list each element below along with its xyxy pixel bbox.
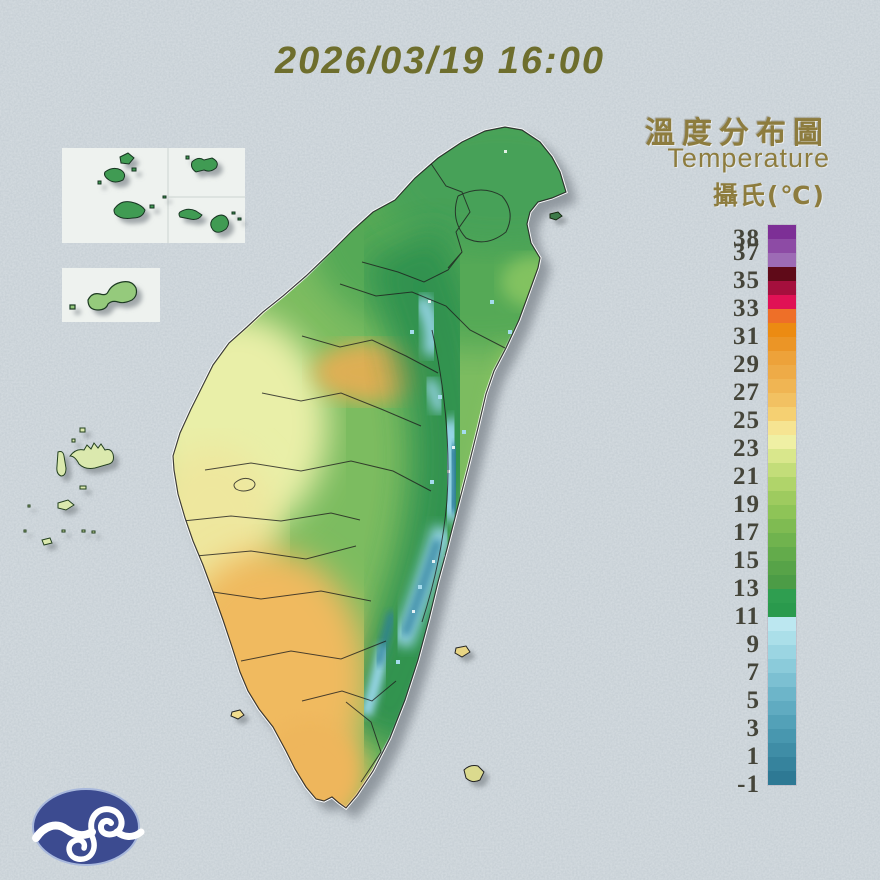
legend-band [768, 337, 796, 351]
legend-band [768, 351, 796, 365]
legend-tick-label: 38 [733, 225, 760, 252]
legend-band [768, 267, 796, 281]
legend-unit-label: 攝氏(℃) [712, 181, 826, 210]
legend-band [768, 323, 796, 337]
legend-tick-label: 3 [746, 715, 760, 742]
legend-band [768, 603, 796, 617]
legend-tick-label: 1 [746, 743, 760, 770]
legend-band [768, 701, 796, 715]
legend-band [768, 463, 796, 477]
legend-tick-label: 17 [733, 519, 760, 546]
cwb-cloud-logo [32, 788, 145, 866]
legend-band [768, 561, 796, 575]
legend-tick-label: 13 [733, 575, 760, 602]
legend-band [768, 617, 796, 631]
legend-band [768, 477, 796, 491]
legend-tick-label: 19 [733, 491, 760, 518]
legend-band [768, 771, 796, 785]
legend-band [768, 687, 796, 701]
legend-band [768, 421, 796, 435]
legend-tick-label: 15 [733, 547, 760, 574]
legend-tick-label: 33 [733, 295, 760, 322]
legend-band [768, 533, 796, 547]
legend-tick-label: -1 [737, 771, 760, 798]
legend-band [768, 505, 796, 519]
legend-band [768, 491, 796, 505]
legend-title-en: Temperature [667, 143, 830, 173]
legend-ticks: 38 37 35 33 31 29 27 25 23 21 19 17 15 13 11 9 7 5 3 1 -1 [686, 225, 760, 798]
legend-band [768, 547, 796, 561]
legend-band [768, 295, 796, 309]
legend-band [768, 729, 796, 743]
county-boundaries [182, 161, 511, 783]
orchid-island [463, 765, 485, 783]
kinmen-island-inset [62, 268, 160, 322]
matsu-islands-inset [62, 148, 245, 243]
legend-band [768, 645, 796, 659]
legend-band [768, 407, 796, 421]
legend-band [768, 673, 796, 687]
legend-band [768, 365, 796, 379]
legend-tick-label: 9 [746, 631, 760, 658]
snow-flecks [412, 150, 507, 613]
legend-band [768, 757, 796, 771]
legend-band [768, 281, 796, 295]
legend-title-zh: 溫度分布圖 [645, 116, 830, 151]
legend-band [768, 379, 796, 393]
legend-band [768, 519, 796, 533]
legend-band [768, 239, 796, 253]
legend-band [768, 225, 796, 239]
legend-band [768, 631, 796, 645]
penghu-islands [23, 427, 114, 546]
legend-tick-label: 25 [733, 407, 760, 434]
legend-tick-label: 27 [733, 379, 760, 406]
legend-tick-label: 35 [733, 267, 760, 294]
legend-band [768, 449, 796, 463]
legend-tick-label: 31 [733, 323, 760, 350]
legend-band [768, 589, 796, 603]
legend-tick-label: 21 [733, 463, 760, 490]
legend-band [768, 743, 796, 757]
map-datetime: 2026/03/19 16:00 [275, 40, 605, 82]
legend-band [768, 309, 796, 323]
legend-tick-label: 7 [746, 659, 760, 686]
legend-tick-label: 11 [734, 603, 760, 630]
coldest-peaks [374, 443, 461, 666]
legend-band [768, 435, 796, 449]
legend-tick-label: 29 [733, 351, 760, 378]
legend-band [768, 659, 796, 673]
legend-band [768, 715, 796, 729]
legend-band [768, 575, 796, 589]
legend-tick-label: 5 [746, 687, 760, 714]
turtle-island [549, 211, 563, 221]
green-island [454, 645, 471, 658]
legend-tick-label: 37 [733, 239, 760, 266]
legend-tick-label: 23 [733, 435, 760, 462]
legend-band [768, 253, 796, 267]
legend-color-bar [768, 225, 796, 785]
legend-band [768, 393, 796, 407]
xiaoliuqiu-island [230, 709, 245, 720]
